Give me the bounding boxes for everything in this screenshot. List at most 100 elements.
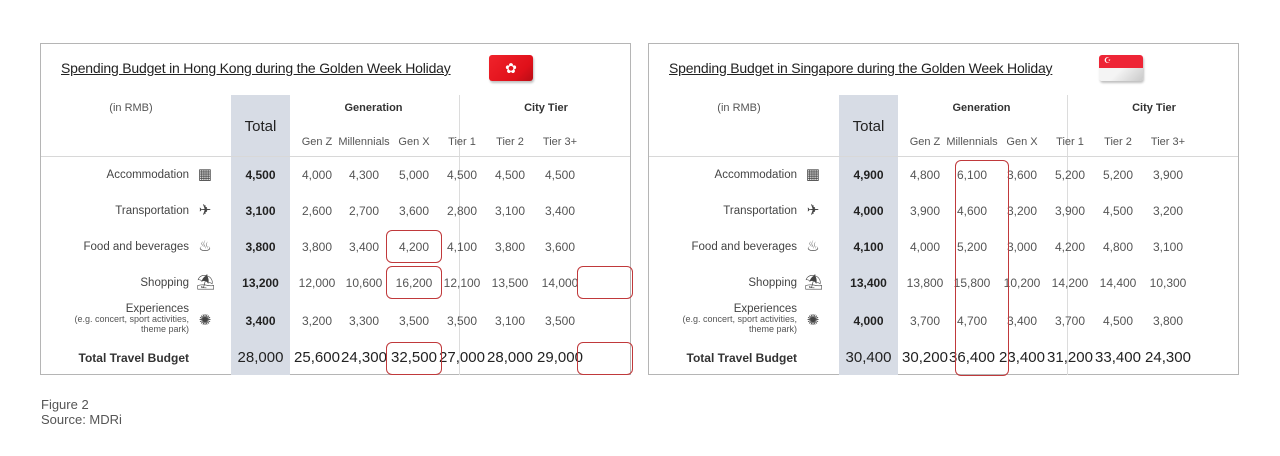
table-cell: 4,800 [909, 168, 941, 182]
table-cell: 3,500 [398, 314, 430, 328]
row-label-main: Experiences [733, 303, 797, 315]
row-label-note: (e.g. concert, sport activities, [682, 314, 797, 324]
row-label: Accommodation [106, 169, 189, 181]
row-label: Accommodation [714, 169, 797, 181]
sg-spending-table: Spending Budget in Singapore during the … [648, 43, 1239, 376]
row-label: Food and beverages [691, 241, 798, 253]
unit-label: (in RMB) [109, 102, 153, 114]
group-divider [459, 95, 460, 375]
table-cell: 3,200 [301, 314, 333, 328]
table-cell: 3,100 [1152, 240, 1184, 254]
table-cell: 4,200 [1054, 240, 1086, 254]
table-cell: 3,600 [544, 240, 576, 254]
table-cell: 3,800 [1152, 314, 1184, 328]
column-header: Gen Z [301, 136, 333, 148]
column-header: Tier 3+ [1150, 136, 1186, 148]
total-value: 3,100 [245, 204, 276, 218]
column-header: Millennials [338, 136, 390, 148]
food-icon: ♨ [806, 238, 820, 255]
header-divider [41, 156, 630, 157]
table-cell: 3,200 [1152, 204, 1184, 218]
table-cell: 3,800 [494, 240, 526, 254]
table-cell: 4,000 [909, 240, 941, 254]
table-cell: 12,000 [298, 276, 336, 290]
table-cell: 27,000 [439, 349, 485, 366]
row-label-main: Experiences [125, 303, 189, 315]
table-cell: 33,400 [1095, 349, 1141, 366]
food-icon: ♨ [198, 238, 212, 255]
table-cell: 32,500 [391, 349, 437, 366]
ferris-wheel-icon: ✺ [198, 312, 212, 329]
table-cell: 28,000 [487, 349, 533, 366]
table-cell: 2,600 [301, 204, 333, 218]
table-cell: 3,400 [544, 204, 576, 218]
airplane-icon: ✈ [198, 202, 212, 219]
total-column-header: Total [244, 118, 277, 135]
total-value: 30,400 [845, 349, 892, 366]
row-label-note: theme park) [748, 324, 797, 334]
table-cell: 4,500 [494, 168, 526, 182]
total-value: 4,000 [853, 204, 884, 218]
table-cell: 3,500 [544, 314, 576, 328]
table-cell: 4,500 [446, 168, 478, 182]
table-cell: 3,200 [1006, 204, 1038, 218]
total-column-band [231, 95, 290, 375]
column-header: Millennials [946, 136, 998, 148]
column-header: Tier 3+ [542, 136, 578, 148]
figure-caption: Figure 2 Source: MDRi [41, 397, 122, 427]
ferris-wheel-icon: ✺ [806, 312, 820, 329]
table-cell: 3,600 [398, 204, 430, 218]
shopping-icon: ⛱ [196, 274, 216, 291]
highlight-box [955, 160, 1009, 376]
table-cell: 3,900 [1152, 168, 1184, 182]
city-tier-group-header: City Tier [1132, 102, 1176, 114]
total-value: 4,000 [853, 314, 884, 328]
table-cell: 30,200 [902, 349, 948, 366]
city-tier-group-header: City Tier [524, 102, 568, 114]
table-cell: 5,200 [1054, 168, 1086, 182]
shopping-icon: ⛱ [804, 274, 824, 291]
total-value: 3,800 [245, 240, 276, 254]
table-cell: 5,200 [1102, 168, 1134, 182]
table-cell: 14,400 [1099, 276, 1137, 290]
total-column-header: Total [852, 118, 885, 135]
table-cell: 12,100 [443, 276, 481, 290]
table-cell: 36,400 [949, 349, 995, 366]
column-header: Tier 1 [448, 136, 476, 148]
table-cell: 29,000 [537, 349, 583, 366]
table-cell: 14,200 [1051, 276, 1089, 290]
row-label: Shopping [140, 277, 189, 289]
column-header: Tier 2 [1104, 136, 1132, 148]
generation-group-header: Generation [952, 102, 1011, 114]
highlight-box [386, 342, 442, 375]
table-cell: 15,800 [953, 276, 991, 290]
table-cell: 4,500 [1102, 204, 1134, 218]
table-cell: 24,300 [1145, 349, 1191, 366]
figure-label: Figure 2 [41, 397, 89, 412]
table-cell: 2,700 [348, 204, 380, 218]
table-cell: 14,000 [541, 276, 579, 290]
total-row-label: Total Travel Budget [78, 351, 189, 365]
table-cell: 4,600 [956, 204, 988, 218]
airplane-icon: ✈ [806, 202, 820, 219]
highlight-box [386, 230, 442, 263]
total-row-label: Total Travel Budget [686, 351, 797, 365]
table-title: Spending Budget in Singapore during the … [669, 60, 1053, 76]
row-label: Experiences (e.g. concert, sport activiti… [682, 303, 797, 334]
table-cell: 16,200 [395, 276, 433, 290]
hk-spending-table: Spending Budget in Hong Kong during the … [40, 43, 633, 375]
table-cell: 4,700 [956, 314, 988, 328]
total-value: 4,500 [245, 168, 276, 182]
table-cell: 13,800 [906, 276, 944, 290]
row-label: Food and beverages [83, 241, 190, 253]
table-cell: 5,000 [398, 168, 430, 182]
table-cell: 4,200 [398, 240, 430, 254]
table-cell: 10,300 [1149, 276, 1187, 290]
table-cell: 4,800 [1102, 240, 1134, 254]
table-cell: 3,400 [1006, 314, 1038, 328]
hotel-icon: ▦ [805, 166, 821, 183]
table-cell: 6,100 [956, 168, 988, 182]
table-cell: 3,500 [446, 314, 478, 328]
total-value: 13,400 [850, 276, 887, 290]
table-cell: 10,600 [345, 276, 383, 290]
